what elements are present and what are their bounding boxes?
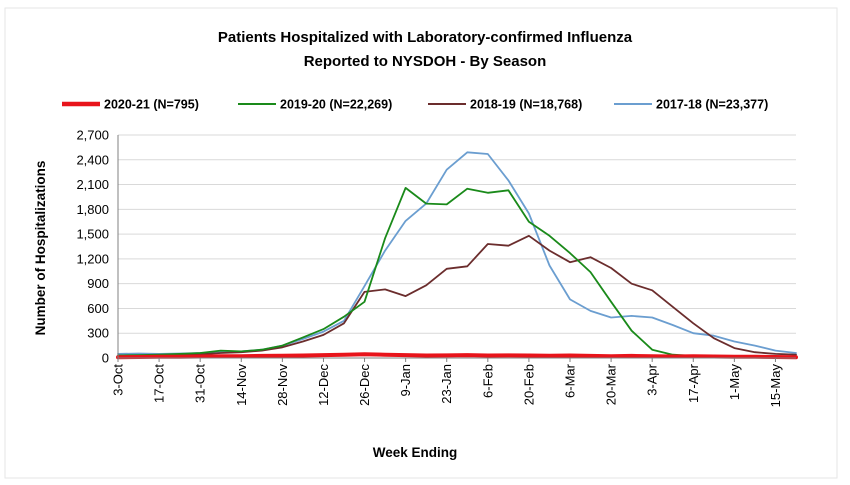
x-tick-label: 28-Nov: [275, 364, 290, 406]
x-axis-title: Week Ending: [373, 445, 458, 460]
tick-labels: 0 300 600 900 1,200 1,500 1,800 2,100 2,400 2,700…: [76, 128, 783, 408]
y-tick-label: 600: [87, 301, 109, 316]
chart-title-line-1: Patients Hospitalized with Laboratory-co…: [218, 29, 633, 46]
y-tick-label: 2,400: [76, 152, 109, 167]
x-tick-label: 14-Nov: [234, 364, 249, 406]
x-tick-label: 6-Feb: [480, 364, 495, 398]
y-axis-title: Number of Hospitalizations: [33, 161, 48, 336]
gridlines: [118, 134, 796, 334]
x-tick-label: 15-May: [768, 364, 783, 408]
x-tick-label: 3-Apr: [645, 363, 660, 395]
x-tick-label: 12-Dec: [316, 364, 331, 406]
x-tick-label: 6-Mar: [563, 363, 578, 398]
legend: 2020-21 (N=795) 2019-20 (N=22,269) 2018-19…: [62, 98, 768, 112]
plot-area-frame: [4, 7, 838, 479]
x-tick-label: 3-Oct: [111, 364, 126, 396]
legend-label: 2018-19 (N=18,768): [470, 98, 582, 112]
x-tick-label: 31-Oct: [193, 364, 208, 403]
y-tick-label: 1,200: [76, 251, 109, 266]
legend-label: 2019-20 (N=22,269): [280, 98, 392, 112]
x-tick-label: 17-Oct: [152, 364, 167, 403]
x-tick-label: 17-Apr: [686, 363, 701, 403]
x-tick-label: 20-Feb: [521, 364, 536, 405]
y-tick-label: 300: [87, 326, 109, 341]
x-tick-label: 26-Dec: [357, 364, 372, 406]
series-lines: [116, 151, 798, 360]
x-tick-label: 1-May: [727, 364, 742, 401]
y-tick-label: 1,800: [76, 202, 109, 217]
y-tick-label: 900: [87, 276, 109, 291]
x-tick-label: 23-Jan: [439, 364, 454, 404]
x-tick-label: 20-Mar: [604, 363, 619, 405]
chart-title-line-2: Reported to NYSDOH - By Season: [304, 53, 547, 70]
series-line-2018-19: [117, 234, 797, 357]
y-tick-label: 1,500: [76, 227, 109, 242]
series-line-2020-21: [116, 352, 798, 360]
legend-label: 2020-21 (N=795): [104, 98, 199, 112]
y-tick-label: 0: [102, 351, 109, 366]
axes: [117, 135, 796, 362]
legend-label: 2017-18 (N=23,377): [656, 98, 768, 112]
y-tick-label: 2,700: [76, 128, 109, 143]
y-tick-label: 2,100: [76, 177, 109, 192]
x-tick-label: 9-Jan: [398, 364, 413, 397]
